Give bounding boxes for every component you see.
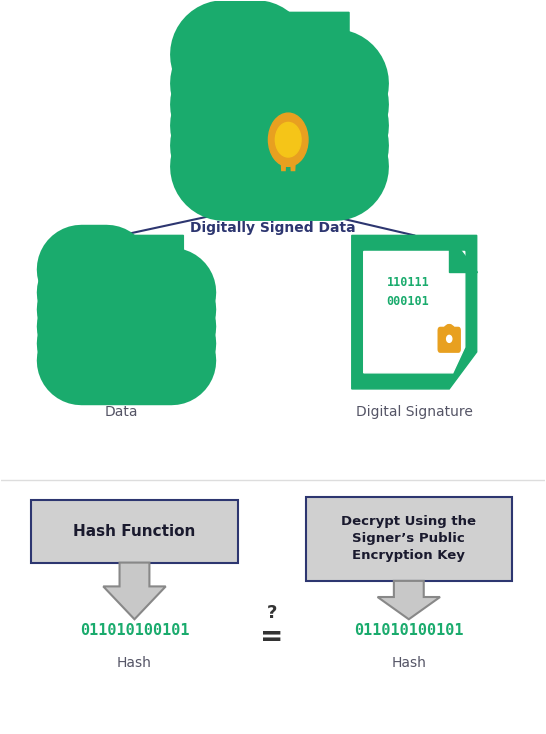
Polygon shape — [316, 12, 349, 57]
Text: Hash: Hash — [391, 656, 426, 670]
Polygon shape — [364, 252, 465, 373]
Circle shape — [269, 113, 308, 167]
Text: Decrypt Using the
Signer’s Public
Encryption Key: Decrypt Using the Signer’s Public Encryp… — [341, 515, 476, 562]
Text: Digitally Signed Data: Digitally Signed Data — [190, 221, 356, 235]
Polygon shape — [352, 236, 477, 389]
Polygon shape — [378, 581, 440, 619]
Polygon shape — [197, 12, 349, 203]
Circle shape — [447, 335, 452, 342]
Text: Hash: Hash — [117, 656, 152, 670]
Text: =: = — [260, 623, 283, 651]
Polygon shape — [103, 562, 166, 619]
Polygon shape — [211, 31, 335, 184]
Polygon shape — [449, 236, 477, 272]
Polygon shape — [70, 252, 171, 373]
FancyBboxPatch shape — [306, 497, 512, 581]
Polygon shape — [58, 236, 183, 389]
Text: Digital Signature: Digital Signature — [356, 405, 473, 419]
FancyBboxPatch shape — [437, 327, 461, 353]
Polygon shape — [281, 143, 287, 170]
Text: 011010100101: 011010100101 — [354, 622, 464, 638]
Text: 110111
000101: 110111 000101 — [387, 276, 429, 308]
Text: 011010100101: 011010100101 — [80, 622, 189, 638]
Polygon shape — [156, 236, 183, 272]
FancyBboxPatch shape — [31, 501, 238, 562]
Polygon shape — [290, 143, 296, 170]
Circle shape — [275, 123, 301, 157]
Text: Hash Function: Hash Function — [73, 524, 195, 539]
Text: ?: ? — [266, 604, 277, 622]
Text: Data: Data — [104, 405, 138, 419]
